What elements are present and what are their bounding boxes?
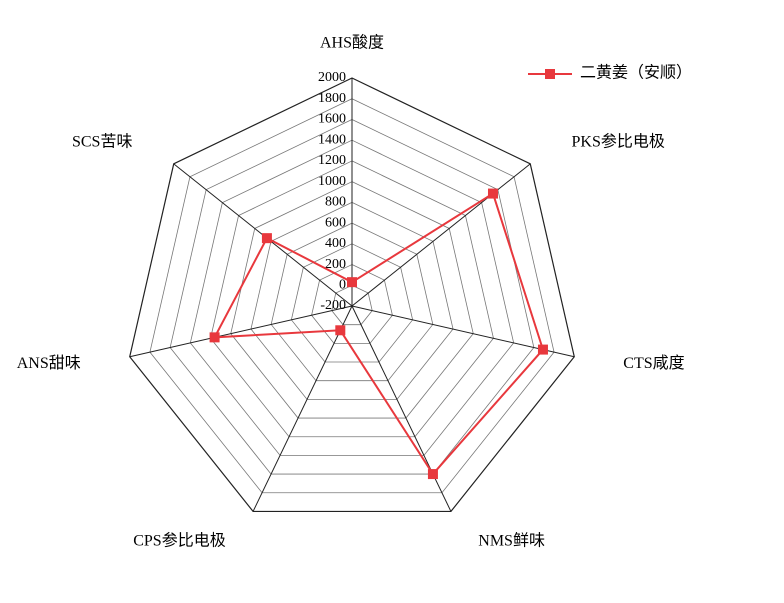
- grid-ring: [169, 119, 535, 475]
- category-label: AHS酸度: [320, 34, 384, 52]
- category-label: PKS参比电极: [572, 132, 665, 150]
- series-marker: [537, 344, 548, 355]
- grid-ring: [250, 201, 454, 400]
- r-tick-label: 600: [325, 215, 346, 230]
- series-marker: [335, 325, 346, 336]
- r-tick-label: -200: [320, 298, 346, 313]
- r-tick-label: 1600: [318, 112, 346, 127]
- legend-marker: [545, 69, 555, 79]
- category-label: ANS甜味: [17, 354, 81, 372]
- grid-ring: [290, 243, 414, 363]
- category-label: CPS参比电极: [133, 532, 225, 550]
- r-tick-label: 1000: [318, 174, 346, 189]
- r-tick-label: 1400: [318, 132, 346, 147]
- series-marker: [209, 332, 220, 343]
- series-marker: [347, 277, 357, 288]
- r-tick-label: 0: [339, 277, 346, 292]
- axis-spoke: [252, 305, 353, 512]
- r-tick-label: 2000: [318, 70, 346, 85]
- grid-ring: [331, 284, 373, 326]
- series-marker: [261, 233, 272, 244]
- r-tick-label: 1200: [318, 153, 346, 168]
- category-label: NMS鲜味: [478, 532, 545, 550]
- r-tick-label: 800: [325, 195, 346, 210]
- r-tick-label: 200: [325, 257, 346, 272]
- grid-ring: [270, 222, 434, 382]
- series-marker: [487, 188, 498, 199]
- r-tick-label: 400: [325, 236, 346, 251]
- series-line: [212, 192, 545, 476]
- grid-ring: [311, 264, 393, 344]
- grid-ring: [189, 139, 515, 456]
- axis-spoke: [351, 163, 531, 307]
- grid-ring: [210, 160, 494, 438]
- grid-ring: [129, 77, 575, 513]
- category-label: SCS苦味: [72, 132, 132, 150]
- r-tick-label: 1800: [318, 91, 346, 106]
- axis-spoke: [129, 305, 353, 358]
- grid-ring: [149, 98, 555, 494]
- axis-spoke: [351, 305, 452, 512]
- grid-ring: [230, 181, 474, 419]
- axis-spoke: [351, 305, 575, 358]
- series-marker: [427, 469, 438, 480]
- legend-label: 二黄姜（安顺）: [580, 64, 692, 82]
- category-label: CTS咸度: [623, 354, 684, 372]
